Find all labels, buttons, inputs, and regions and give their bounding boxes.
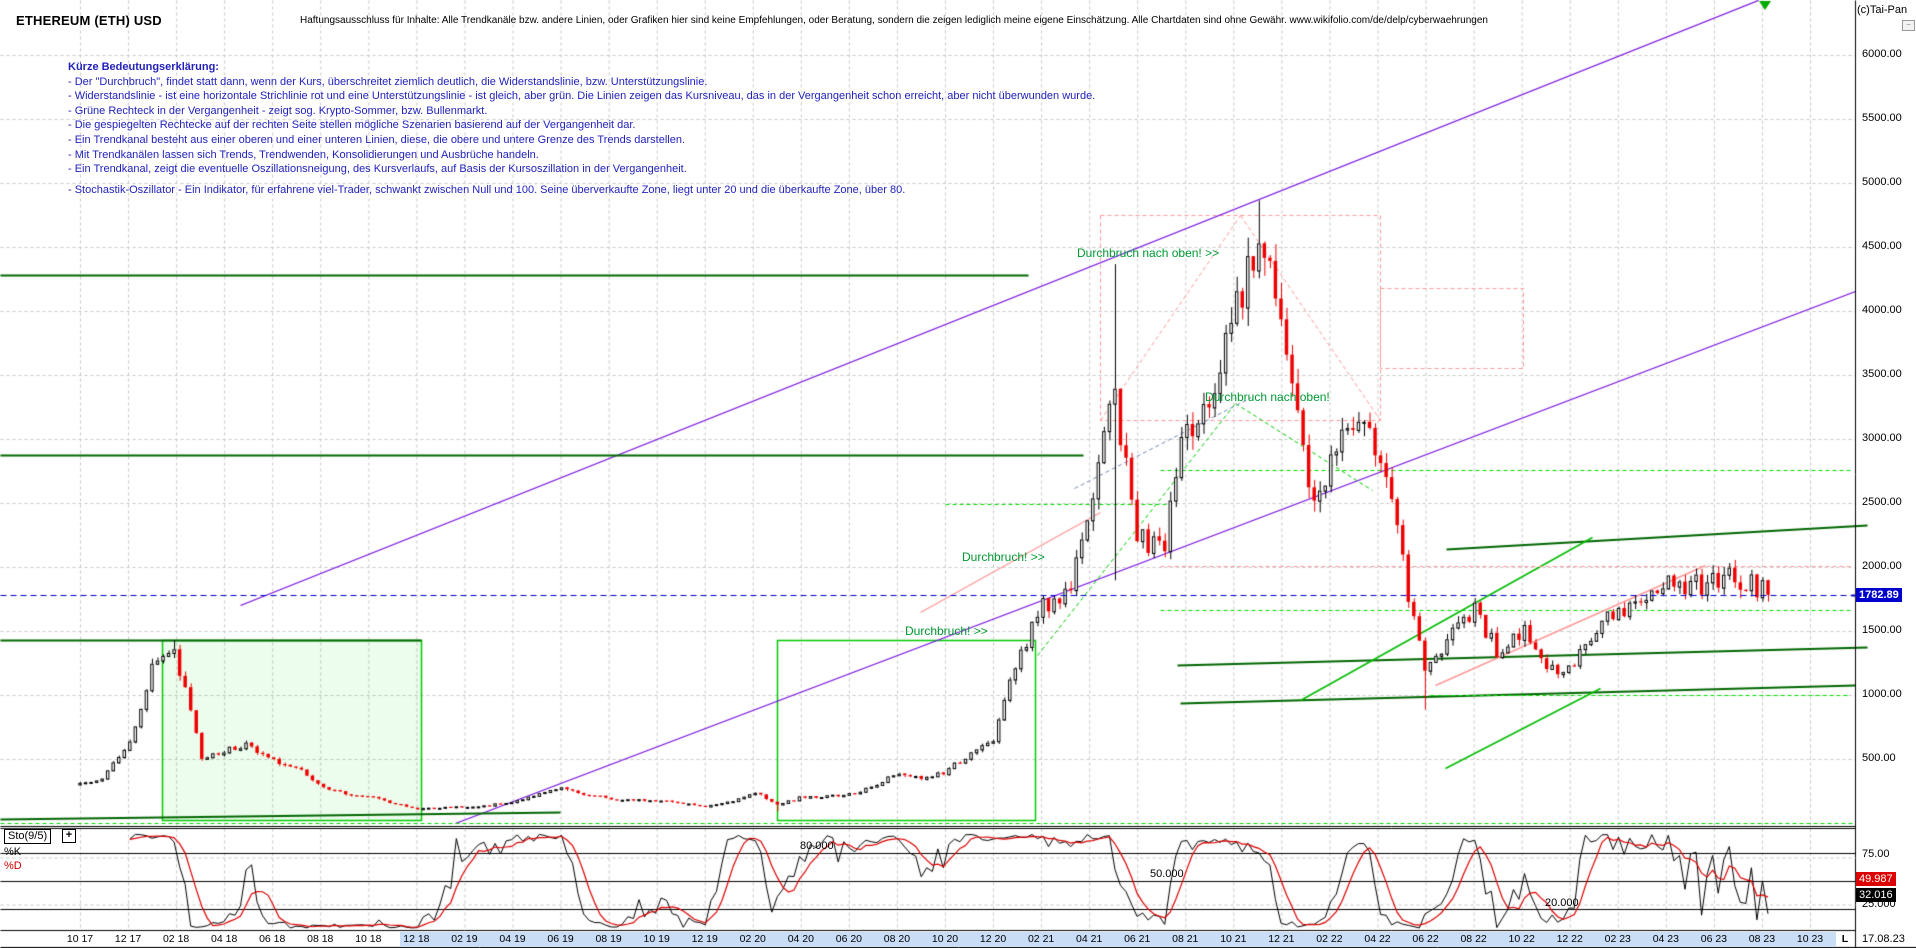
date-tick-label: 12 22 [1556,933,1583,945]
date-tick-label: 04 20 [787,933,814,945]
price-axis-label: 2500.00 [1862,496,1902,508]
explanation-title: Kürze Bedeutungserklärung: [68,61,219,73]
date-tick-label: 08 20 [883,933,911,945]
price-axis-label: 6000.00 [1862,48,1902,60]
date-tick-label: 10 20 [931,933,959,945]
explanation-line: - Ein Trendkanal besteht aus einer obere… [68,133,686,146]
price-axis-label: 4000.00 [1862,304,1902,316]
date-tick-label: 10 17 [66,933,94,945]
oscillator-ref-20: 20.000 [1545,897,1579,909]
date-tick-label: 10 18 [355,933,382,945]
explanation-line: - Grüne Rechteck in der Vergangenheit - … [68,104,488,117]
date-tick-label: 02 18 [162,933,190,945]
price-axis-label: 3500.00 [1862,368,1902,380]
date-tick-label: 06 22 [1412,933,1439,945]
date-tick-label: 10 22 [1508,933,1535,945]
date-tick-label: 10 19 [643,933,670,945]
oscillator-ref-50: 50.000 [1150,868,1184,880]
explanation-block: Kürze Bedeutungserklärung: - Der "Durchb… [68,60,1095,197]
date-tick-label: 12 21 [1268,933,1295,945]
oscillator-d-value-tag: 49.987 [1856,872,1896,886]
annotation-breakout-1: Durchbruch! >> [962,550,1045,564]
date-tick-label: 08 23 [1748,933,1776,945]
date-tick-label: 12 17 [114,933,142,945]
date-tick-label: 10 23 [1796,933,1824,945]
date-range-highlight [400,932,1836,947]
oscillator-k-label: %K [4,846,22,858]
oscillator-axis-75: 75.00 [1862,848,1890,860]
explanation-line: - Widerstandslinie - ist eine horizontal… [68,90,1096,103]
date-tick-label: 10 21 [1220,933,1247,945]
explanation-line: - Mit Trendkanälen lassen sich Trends, T… [68,148,539,161]
date-tick-label: 08 21 [1172,933,1199,945]
date-tick-label: 06 18 [259,933,286,945]
price-axis-label: 5500.00 [1862,112,1902,124]
price-axis-label: 1500.00 [1862,624,1902,636]
annotation-breakout-2: Durchbruch! >> [905,624,988,638]
oscillator-k-value-tag: 32.016 [1856,888,1896,902]
oscillator-name-badge[interactable]: Sto(9/5) [4,829,52,844]
explanation-line: - Der "Durchbruch", findet statt dann, w… [68,75,708,88]
annotation-breakout-up-2: Durchbruch nach oben! [1205,390,1330,404]
last-bar-marker: L [1841,933,1849,945]
date-tick-label: 12 18 [403,933,430,945]
price-axis-label: 500.00 [1862,752,1896,764]
instrument-title: ETHEREUM (ETH) USD [16,13,162,28]
annotation-breakout-up-1: Durchbruch nach oben! >> [1077,246,1220,260]
oscillator-d-label: %D [4,860,22,872]
date-tick-label: 04 23 [1652,933,1679,945]
date-tick-label: 02 20 [739,933,766,945]
date-tick-label: 12 20 [979,933,1007,945]
price-axis-label: 5000.00 [1862,176,1902,188]
price-axis-label: 1000.00 [1862,688,1902,700]
date-tick-label: 06 20 [835,933,863,945]
date-tick-label: 02 23 [1604,933,1631,945]
copyright-label: (c)Tai-Pan [1857,4,1908,16]
date-tick-label: 02 21 [1027,933,1055,945]
oscillator-expand-button[interactable]: + [62,829,76,843]
date-tick-label: 06 21 [1124,933,1151,945]
date-tick-label: 02 19 [451,933,478,945]
price-axis-label: 4500.00 [1862,240,1902,252]
explanation-line: - Die gespiegelten Rechtecke auf der rec… [68,119,636,132]
date-tick-label: 02 22 [1316,933,1343,945]
current-price-tag: 1782.89 [1856,588,1902,602]
date-tick-label: 12 19 [691,933,718,945]
date-tick-label: 04 22 [1364,933,1391,945]
date-tick-label: 08 22 [1460,933,1487,945]
oscillator-ref-80: 80.000 [800,840,834,852]
date-tick-label: 06 19 [547,933,574,945]
last-date-label: 17.08.23 [1862,933,1905,945]
date-tick-label: 04 19 [499,933,526,945]
disclaimer-text: Haftungsausschluss für Inhalte: Alle Tre… [300,15,1488,26]
date-tick-label: 06 23 [1700,933,1728,945]
date-tick-label: 04 21 [1076,933,1103,945]
date-tick-label: 04 18 [211,933,238,945]
explanation-line: - Stochastik-Oszillator - Ein Indikator,… [68,183,906,196]
price-axis-label: 2000.00 [1862,560,1902,572]
explanation-line: - Ein Trendkanal, zeigt die eventuelle O… [68,163,687,176]
price-axis-label: 3000.00 [1862,432,1902,444]
date-tick-label: 08 18 [307,933,334,945]
date-tick-label: 08 19 [595,933,622,945]
axis-collapse-icon[interactable]: − [1902,20,1915,31]
